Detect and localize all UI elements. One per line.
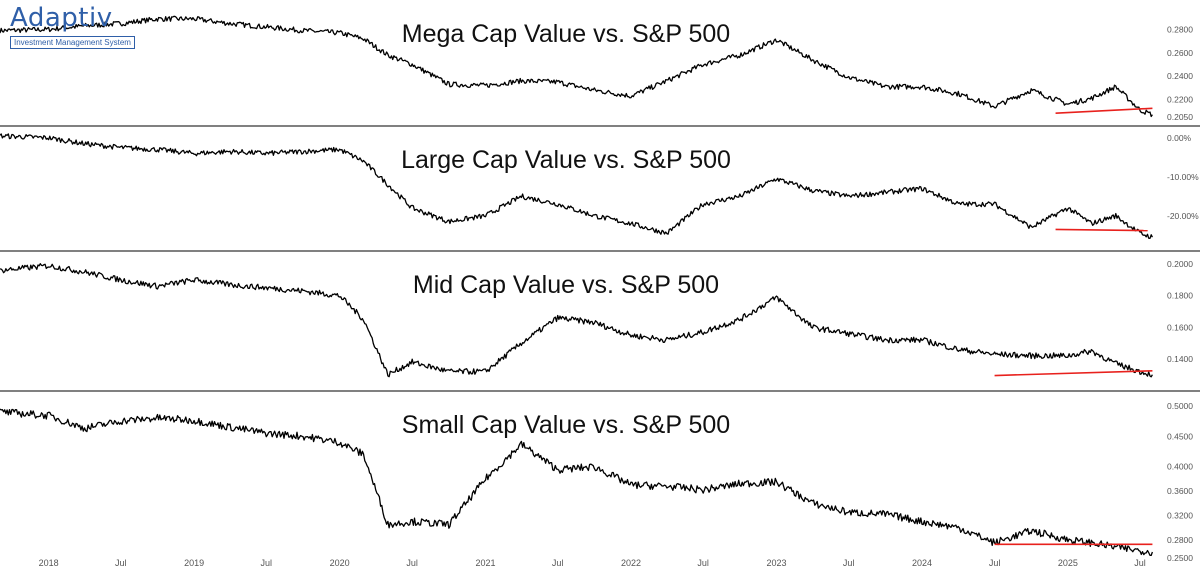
logo-tagline: Investment Management System [10,36,135,49]
x-tick-label: Jul [115,558,127,568]
y-tick-label: 0.1400 [1167,354,1193,364]
x-tick-label: 2019 [184,558,204,568]
x-tick-label: 2020 [330,558,350,568]
y-tick-label: 0.2000 [1167,259,1193,269]
y-tick-label: 0.1800 [1167,291,1193,301]
series-line [0,133,1153,239]
panel-title: Mid Cap Value vs. S&P 500 [413,271,719,299]
x-tick-label: 2024 [912,558,932,568]
logo-wordmark: Adaptiv [10,3,113,33]
y-tick-label: 0.2600 [1167,48,1193,58]
y-tick-label: 0.2800 [1167,535,1193,545]
y-tick-label: -20.00% [1167,211,1199,221]
trend-line [1055,228,1148,232]
panel-title: Small Cap Value vs. S&P 500 [402,411,730,439]
x-tick-label: Jul [989,558,1001,568]
x-tick-label: Jul [406,558,418,568]
x-tick-label: Jul [697,558,709,568]
x-tick-label: Jul [552,558,564,568]
x-tick-label: 2022 [621,558,641,568]
panel-title: Mega Cap Value vs. S&P 500 [402,20,730,48]
trend-line [1055,107,1153,115]
x-tick-label: Jul [843,558,855,568]
series-line [0,15,1153,118]
y-tick-label: 0.2200 [1167,95,1193,105]
series-line [0,263,1153,378]
y-tick-label: 0.2050 [1167,112,1193,122]
y-tick-label: 0.1600 [1167,322,1193,332]
y-tick-label: 0.2400 [1167,71,1193,81]
x-tick-label: 2025 [1058,558,1078,568]
y-tick-label: 0.3200 [1167,510,1193,520]
adaptiv-logo: Adaptiv Investment Management System [10,4,135,50]
y-tick-label: 0.4500 [1167,431,1193,441]
x-tick-label: Jul [261,558,273,568]
y-tick-label: 0.4000 [1167,462,1193,472]
y-tick-label: -10.00% [1167,172,1199,182]
y-tick-label: 0.3600 [1167,486,1193,496]
x-tick-label: 2023 [767,558,787,568]
y-tick-label: 0.00% [1167,133,1192,143]
y-tick-label: 0.2800 [1167,24,1193,34]
y-tick-label: 0.5000 [1167,401,1193,411]
y-tick-label: 0.2500 [1167,553,1193,563]
trend-line [994,369,1153,377]
series-line [0,408,1154,557]
x-tick-label: Jul [1134,558,1146,568]
x-tick-label: 2021 [476,558,496,568]
x-tick-label: 2018 [39,558,59,568]
panel-title: Large Cap Value vs. S&P 500 [401,146,731,174]
